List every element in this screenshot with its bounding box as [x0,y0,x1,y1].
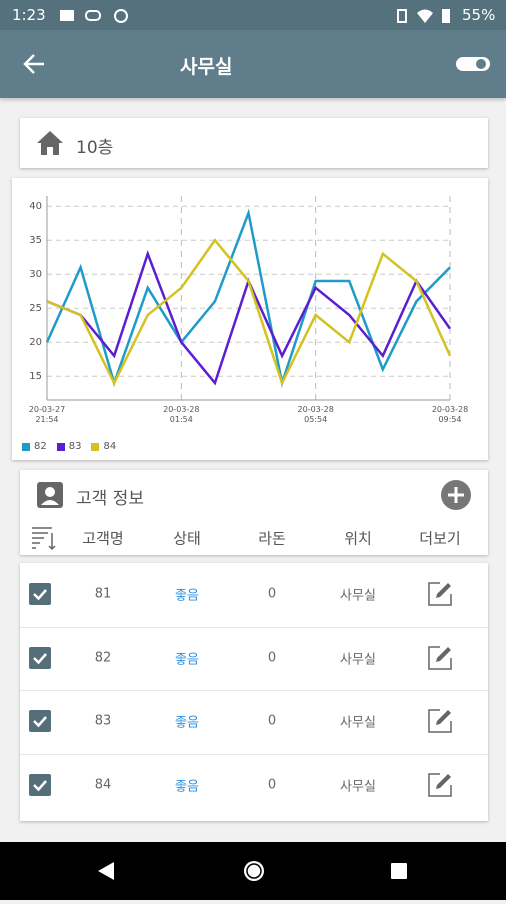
y-tick-label: 15 [29,371,42,382]
status-bar: 1:23 55% [0,0,506,30]
edit-icon [428,645,452,670]
check-mark [33,652,47,664]
cell-value: 사무실 [340,652,376,667]
x-tick-label: 20-03-27 21:54 [28,405,66,424]
legend-label: 82 [34,441,47,452]
x-tick-label: 20-03-28 09:54 [431,405,469,424]
section-title: 고객 정보 [76,489,144,509]
nav-buttons [98,861,407,881]
cell-value: 81 [94,586,112,602]
edit-button[interactable] [426,580,454,608]
checkbox[interactable] [29,646,51,669]
edit-icon [428,772,452,797]
edit-icon [428,582,452,606]
floor-label: 10층 [76,138,114,158]
time: 1:23 [12,6,46,24]
y-tick-label: 25 [29,303,42,314]
chart-card: 15 20 25 30 35 40 82 83 84 20-03-27 21:54 20-03-… [12,178,488,460]
navigation-bar [0,842,506,900]
check-mark [33,779,47,791]
cell-value: 0 [267,650,277,665]
status-icons [60,9,128,23]
status-value: 좋음 [175,779,199,794]
nav-back[interactable] [98,862,114,880]
checkbox[interactable] [29,583,51,605]
check-mark [33,589,47,601]
y-tick-label: 40 [29,201,42,212]
nav-recents[interactable] [391,863,407,879]
customer-list: 81 좋음 0 사무실 82 좋음 0 사무실 83 좋음 0 사무실 84 좋음 0 사무실 [20,563,488,821]
data-line [45,208,451,388]
legend-label: 84 [103,441,117,452]
edit-button[interactable] [426,771,454,799]
chart: 15 20 25 30 35 40 [29,196,452,401]
column-header: 더보기 [419,529,461,548]
y-tick-label: 20 [29,337,42,348]
location-card[interactable]: 10층 [20,118,488,168]
cell-value: 0 [267,777,277,792]
add-button[interactable] [440,479,472,511]
column-header: 상태 [173,529,201,548]
system-icons [397,9,450,23]
toggle-switch[interactable] [455,54,491,74]
cell-value: 82 [94,650,112,665]
x-tick-label: 20-03-28 05:54 [297,405,334,424]
y-tick-label: 35 [29,235,42,246]
status-value: 좋음 [175,588,199,604]
legend-item: 82 [22,441,47,452]
cell-value: 사무실 [340,715,376,731]
nav-home-ring [246,863,262,879]
legend-swatch [91,442,100,451]
app-bar: 사무실 [0,30,506,98]
x-tick-label: 20-03-28 01:54 [163,405,200,424]
sort-icon[interactable] [30,525,56,551]
status-value: 좋음 [175,715,199,731]
edit-button[interactable] [426,644,454,672]
cell-value: 84 [94,777,112,792]
checkbox[interactable] [29,710,51,732]
edit-icon [428,709,452,733]
legend-swatch [22,442,30,451]
legend-item: 84 [91,441,116,452]
y-tick-label: 30 [29,269,42,280]
row-divider [20,753,488,755]
home-icon [37,131,63,155]
cell-value: 0 [267,713,277,729]
status-value: 좋음 [175,652,199,667]
check-mark [33,716,47,728]
column-header: 고객명 [82,529,124,548]
checkbox[interactable] [29,773,51,796]
column-header: 라돈 [258,529,286,548]
cell-value: 0 [267,586,277,602]
battery-level: 55% [462,6,496,24]
cell-value: 사무실 [340,588,376,604]
cell-value: 사무실 [340,779,376,794]
person-icon [37,482,63,508]
legend-swatch [56,442,65,451]
edit-button[interactable] [426,707,454,735]
customer-header-card: 고객 정보 고객명 상태 라돈 위치 더보기 [20,470,488,555]
screen-title: 사무실 [180,56,233,78]
data-line [46,238,452,387]
legend-label: 83 [68,441,82,452]
row-divider [20,626,488,628]
back-button[interactable] [22,52,48,76]
row-divider [20,690,488,691]
column-header: 위치 [344,529,372,548]
legend-item: 83 [56,441,82,452]
legend: 82 83 84 [22,441,116,452]
cell-value: 83 [94,713,112,729]
